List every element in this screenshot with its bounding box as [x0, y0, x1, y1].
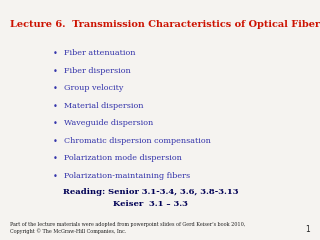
Text: •: •: [53, 102, 58, 111]
Text: Chromatic dispersion compensation: Chromatic dispersion compensation: [64, 137, 211, 145]
Text: Polarization mode dispersion: Polarization mode dispersion: [64, 154, 182, 162]
Text: Reading: Senior 3.1-3.4, 3.6, 3.8-3.13: Reading: Senior 3.1-3.4, 3.6, 3.8-3.13: [63, 188, 238, 196]
Text: Lecture 6.  Transmission Characteristics of Optical Fibers: Lecture 6. Transmission Characteristics …: [10, 20, 320, 29]
Text: •: •: [53, 119, 58, 128]
Text: Waveguide dispersion: Waveguide dispersion: [64, 119, 153, 127]
Text: 1: 1: [306, 225, 310, 234]
Text: Fiber dispersion: Fiber dispersion: [64, 67, 131, 75]
Text: •: •: [53, 137, 58, 146]
Text: •: •: [53, 67, 58, 76]
Text: Group velocity: Group velocity: [64, 84, 124, 92]
Text: •: •: [53, 49, 58, 58]
Text: •: •: [53, 154, 58, 163]
Text: •: •: [53, 172, 58, 181]
Text: Material dispersion: Material dispersion: [64, 102, 143, 110]
Text: Keiser  3.1 – 3.3: Keiser 3.1 – 3.3: [113, 200, 188, 208]
Text: •: •: [53, 84, 58, 93]
Text: Part of the lecture materials were adopted from powerpoint slides of Gerd Keiser: Part of the lecture materials were adopt…: [10, 222, 245, 234]
Text: Polarization-maintaining fibers: Polarization-maintaining fibers: [64, 172, 190, 180]
Text: Fiber attenuation: Fiber attenuation: [64, 49, 135, 57]
